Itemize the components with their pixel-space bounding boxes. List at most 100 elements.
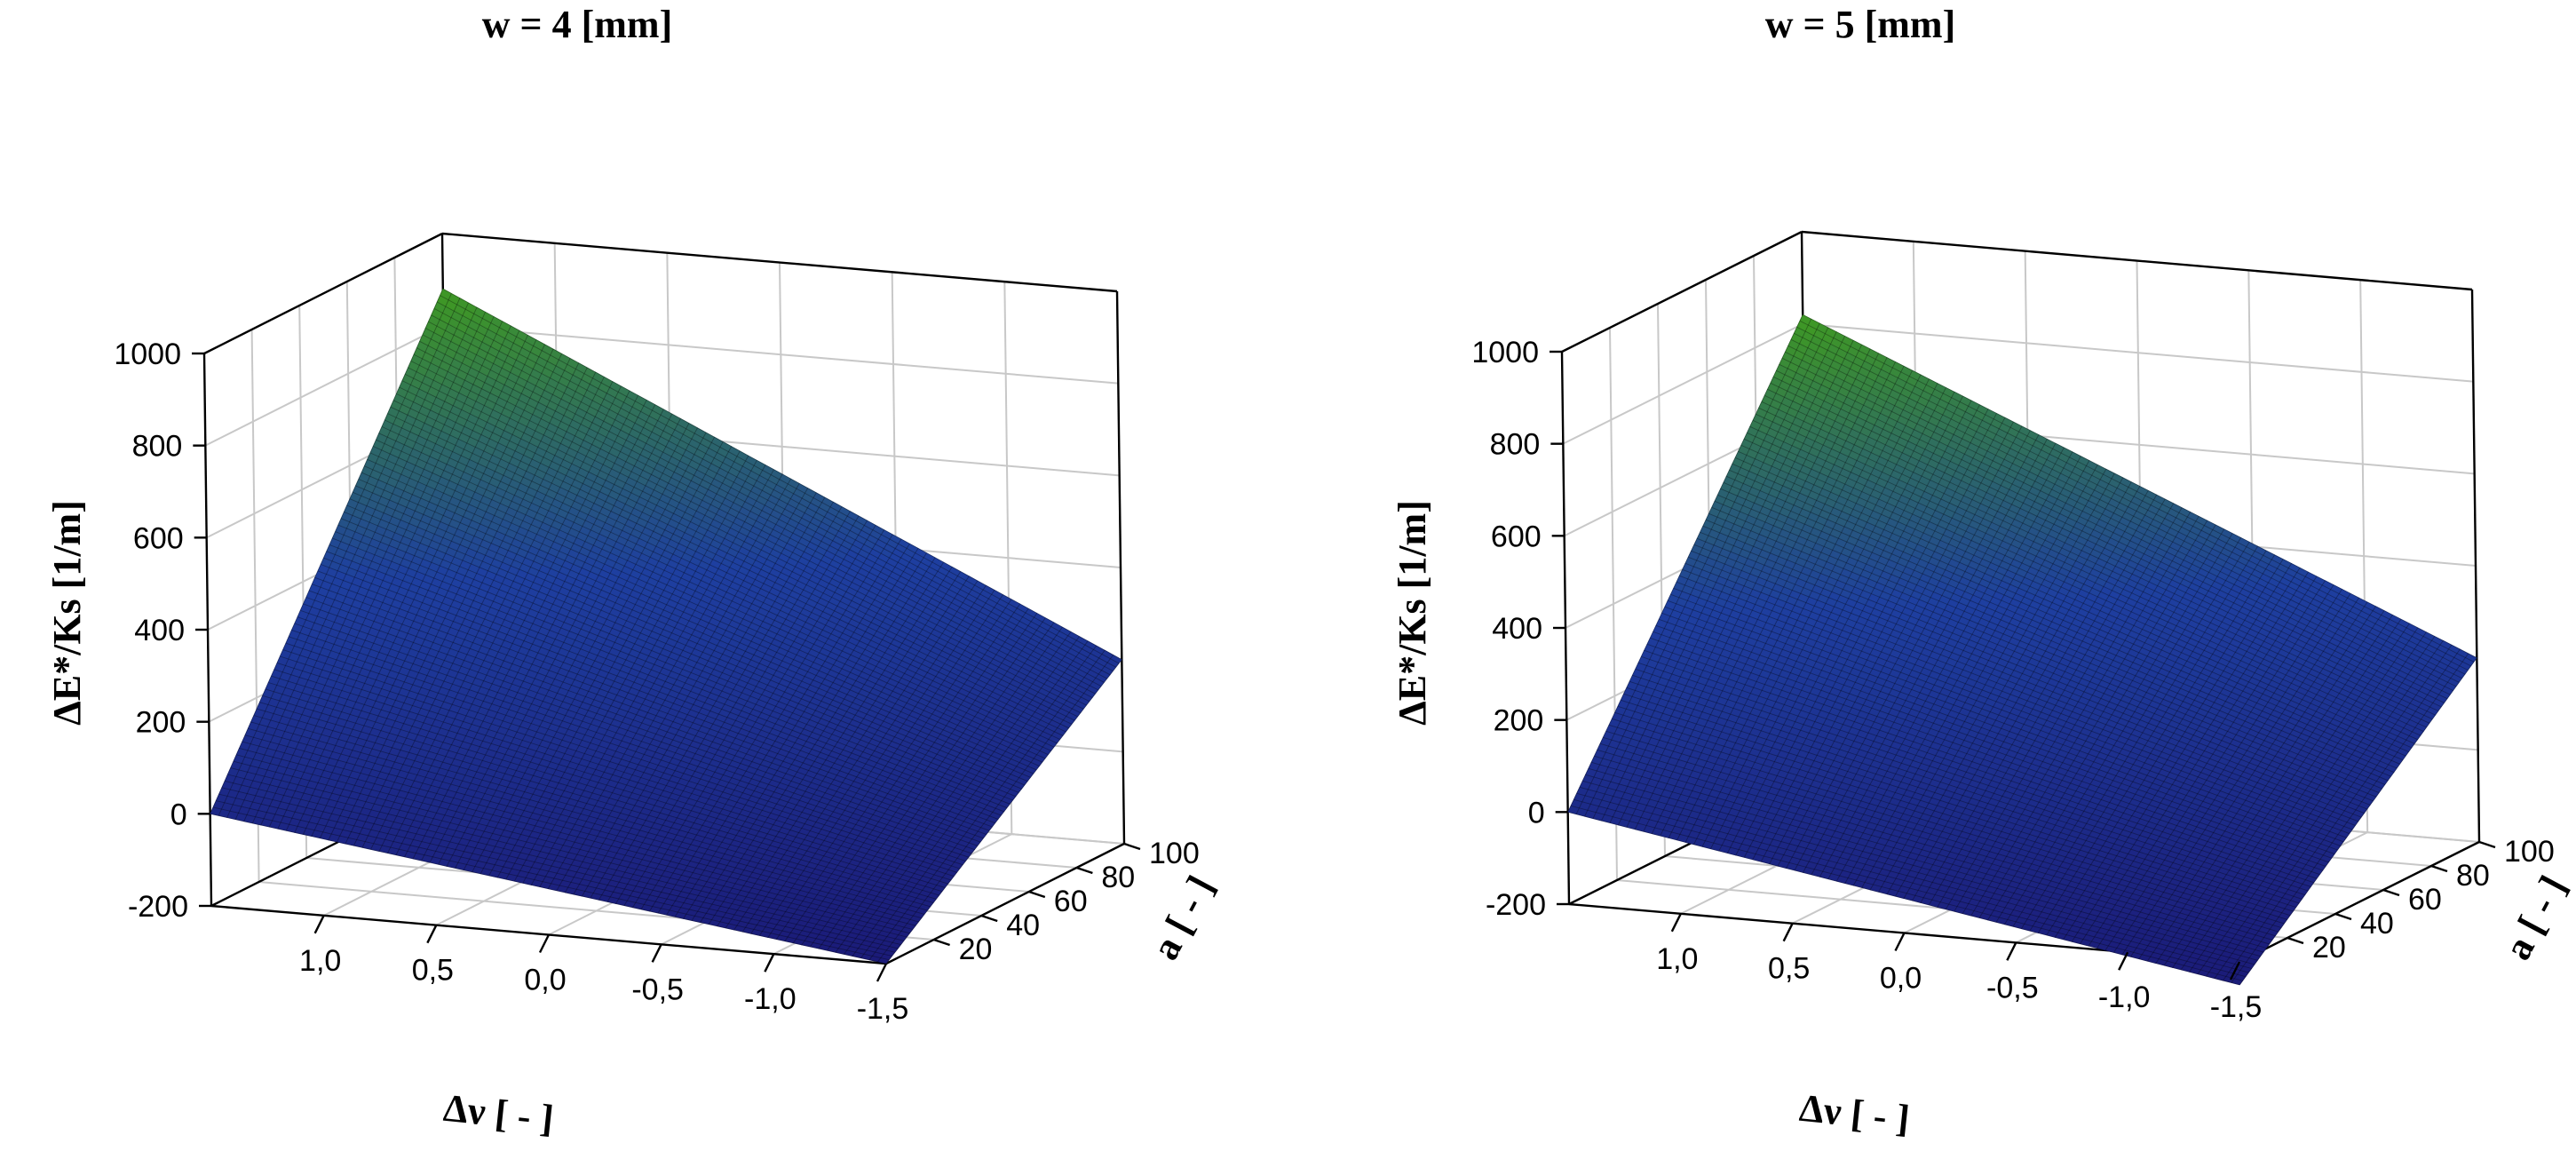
mesh-line <box>431 314 1111 676</box>
mesh-line <box>640 525 876 910</box>
x-tick-label: -0,5 <box>1986 971 2039 1004</box>
mesh-line <box>455 423 690 869</box>
mesh-line <box>860 645 1098 958</box>
z-tick-label: 1000 <box>114 337 181 371</box>
mesh-line <box>775 599 1012 940</box>
mesh-line <box>784 603 1021 941</box>
z-tick-label: 1000 <box>1471 336 1539 369</box>
mesh-line <box>522 460 757 884</box>
mesh-line <box>421 404 656 861</box>
mesh-line <box>674 543 910 917</box>
mesh-line <box>758 590 995 936</box>
y-tick-mark <box>1076 866 1093 875</box>
mesh-line <box>446 418 681 867</box>
x-tick-label: 0,0 <box>524 964 566 997</box>
mesh-line <box>262 695 939 896</box>
x-tick-mark <box>2006 941 2017 961</box>
mesh-line <box>302 339 537 835</box>
mesh-line <box>410 361 1090 703</box>
mesh-line <box>683 548 919 919</box>
mesh-line <box>236 754 914 930</box>
grid-line-left-z <box>204 324 444 447</box>
mesh-line <box>809 617 1046 948</box>
mesh-line <box>294 335 528 833</box>
mesh-line <box>314 576 993 828</box>
mesh-line <box>260 316 495 826</box>
z-axis-label: ΔE*/Ks [1/m] <box>1391 500 1434 726</box>
mesh-line <box>210 289 444 814</box>
mesh-line <box>361 371 597 848</box>
mesh-line <box>319 348 554 838</box>
x-tick-mark <box>1894 932 1906 952</box>
x-tick-mark <box>426 925 438 944</box>
x-axis-label: Δν [ - ] <box>441 1086 556 1141</box>
mesh-line <box>623 515 860 906</box>
mesh-line <box>792 608 1029 944</box>
mesh-line <box>582 492 817 897</box>
x-tick-label: -1,5 <box>2210 990 2263 1024</box>
mesh-line <box>280 655 957 873</box>
z-tick-label: 800 <box>132 430 183 464</box>
mesh-line <box>381 425 1060 740</box>
grid-line-back-z <box>443 324 1119 385</box>
surface-chart-w5: w = 5 [mm] -200 0 200 400 600 800 1000 1,0 0,5 0,0… <box>1391 3 2575 1140</box>
z-axis: -200 0 200 400 600 800 1000 <box>1471 336 1569 922</box>
y-tick-mark <box>1123 842 1141 851</box>
mesh-line <box>378 381 614 852</box>
mesh-line <box>243 306 478 822</box>
mesh-line <box>353 367 588 846</box>
mesh-line <box>401 380 1082 714</box>
mesh-line <box>349 498 1028 782</box>
mesh-line <box>422 334 1102 687</box>
surface-cell <box>868 951 893 965</box>
mesh-line <box>312 584 990 831</box>
mesh-line <box>265 688 943 893</box>
y-tick-mark <box>980 914 998 923</box>
mesh-line <box>345 362 580 845</box>
y-tick-mark <box>2430 864 2448 873</box>
mesh-line <box>717 567 953 927</box>
mesh-line <box>818 622 1055 949</box>
mesh-line <box>285 330 520 831</box>
mesh-line <box>256 708 934 903</box>
mesh-line <box>369 452 1049 756</box>
mesh-line <box>827 626 1063 951</box>
mesh-line <box>321 564 999 820</box>
mesh-line <box>355 485 1034 774</box>
x-tick-mark <box>1670 913 1682 933</box>
z-axis-label: ΔE*/Ks [1/m] <box>45 500 89 726</box>
frame-edge <box>1801 230 2473 291</box>
mesh-line <box>311 344 545 837</box>
mesh-line <box>242 741 919 923</box>
y-tick-mark <box>1028 890 1046 899</box>
mesh-line <box>433 308 1114 671</box>
mesh-line <box>565 483 800 893</box>
mesh-line <box>251 312 487 824</box>
mesh-line <box>496 446 733 878</box>
mesh-line <box>344 511 1022 790</box>
y-tick-label: 100 <box>1149 837 1200 870</box>
z-tick-label: 0 <box>170 798 187 831</box>
mesh-line <box>649 529 885 912</box>
mesh-line <box>285 642 963 866</box>
z-tick-label: 400 <box>134 614 185 647</box>
mesh-line <box>666 538 902 916</box>
mesh-line <box>691 552 927 921</box>
mesh-line <box>615 511 851 904</box>
mesh-line <box>835 631 1072 953</box>
mesh-line <box>590 496 826 899</box>
y-tick-label: 60 <box>1054 885 1088 918</box>
frame-edge <box>1115 290 1126 845</box>
mesh-line <box>305 597 984 839</box>
mesh-line <box>387 413 1066 733</box>
mesh-line <box>303 603 981 843</box>
mesh-line <box>259 702 937 900</box>
grid-line-back-z <box>1803 322 2474 383</box>
surface <box>210 288 1122 965</box>
frame-edge <box>1561 230 1803 353</box>
x-tick-label: -1,0 <box>2098 980 2151 1014</box>
x-tick-label: -1,5 <box>857 992 909 1026</box>
mesh-line <box>364 465 1042 763</box>
y-tick-label: 80 <box>1101 861 1135 894</box>
mesh-line <box>218 793 896 953</box>
